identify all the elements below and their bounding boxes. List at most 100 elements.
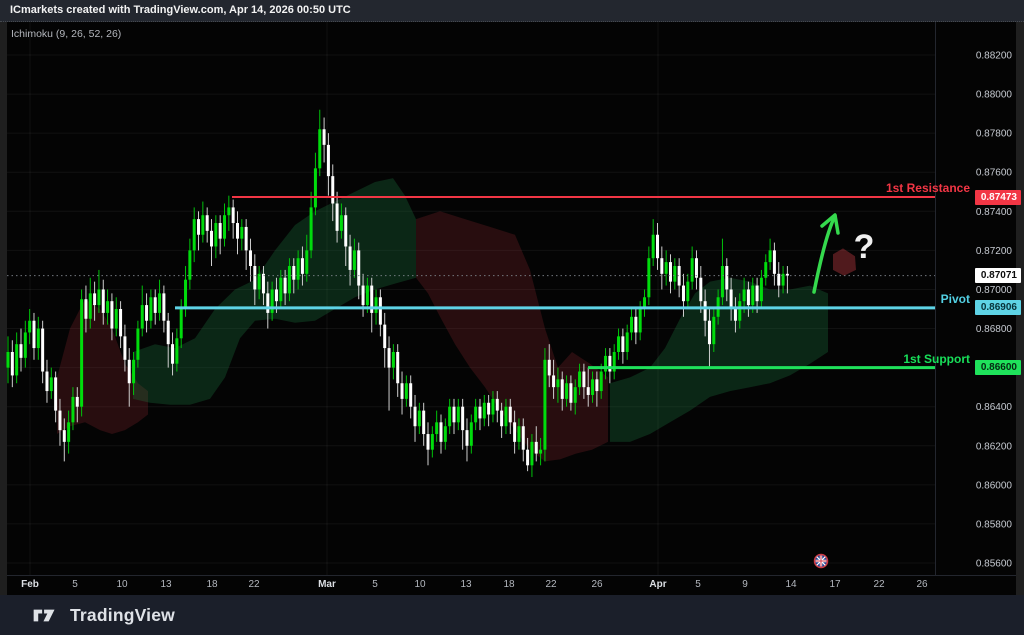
arrow-shaft	[812, 214, 837, 294]
candle-body	[746, 289, 750, 306]
candle-body	[365, 285, 369, 306]
candle-body	[560, 379, 564, 399]
candle-body	[686, 281, 690, 302]
candle-body	[158, 293, 162, 313]
support-label[interactable]: 1st Support	[903, 352, 970, 366]
candle-body	[465, 430, 469, 446]
price-tick-label: 0.86200	[976, 441, 1013, 452]
candle-body	[422, 410, 426, 435]
candle-body	[699, 277, 703, 302]
candle-body	[305, 250, 309, 274]
candle-body	[383, 324, 387, 349]
candle-body	[552, 375, 556, 388]
candle-body	[656, 234, 659, 259]
price-tick-label: 0.88000	[976, 90, 1013, 101]
candle-body	[348, 246, 352, 270]
tradingview-brand-text[interactable]: TradingView	[70, 604, 175, 625]
candle-body	[755, 285, 759, 302]
kumo-cloud-region	[57, 299, 148, 434]
candle-body	[591, 379, 595, 395]
candle-body	[504, 406, 508, 427]
candle-body	[339, 215, 343, 231]
candle-body	[261, 273, 265, 294]
time-tick-label: 22	[545, 579, 557, 590]
candle-body	[370, 285, 374, 313]
candle-body	[300, 258, 304, 274]
time-tick-label: Apr	[649, 579, 666, 590]
candle-body	[426, 434, 430, 450]
candle-body	[387, 348, 391, 368]
candle-body	[248, 250, 252, 267]
candle-body	[36, 328, 40, 349]
candle-body	[668, 262, 672, 282]
ichimoku-indicator-label[interactable]: Ichimoku (9, 26, 52, 26)	[11, 28, 122, 40]
candle-body	[764, 262, 768, 278]
candle-body	[88, 293, 92, 319]
candle-body	[218, 223, 222, 239]
time-tick-label: 26	[591, 579, 603, 590]
price-tick-label: 0.86400	[976, 402, 1013, 413]
candle-body	[396, 351, 400, 384]
candle-body	[235, 223, 239, 239]
up-arrow-drawing[interactable]	[812, 213, 840, 294]
candle-body	[49, 377, 53, 392]
candle-body	[482, 402, 486, 419]
candle-body	[595, 379, 599, 392]
candle-body	[374, 297, 378, 313]
candle-body	[210, 230, 214, 247]
chart-canvas[interactable]: 0.88200 0.88000 0.87800 0.87600 0.87400 0.872…	[0, 22, 1024, 595]
candle-body	[67, 422, 71, 442]
candle-body	[578, 371, 582, 388]
attribution-text: ICmarkets created with TradingView.com, …	[10, 4, 351, 16]
time-axis[interactable]: Feb 5 10 13 18 22 Mar 5 10 13 18 22 26 Apr 5 9 14 17 22 26	[21, 579, 928, 590]
kumo-cloud-region	[833, 248, 856, 276]
candle-body	[491, 398, 495, 415]
candle-body	[785, 273, 789, 276]
candle-body	[10, 351, 14, 376]
candle-body	[781, 273, 785, 286]
price-tick-label: 0.88200	[976, 51, 1013, 62]
last-price-tag: 0.87071	[975, 268, 1021, 283]
candle-body	[166, 320, 170, 345]
candle-body	[6, 351, 10, 368]
candle-body	[175, 338, 179, 364]
candle-body	[630, 316, 634, 333]
pivot-label[interactable]: Pivot	[940, 292, 970, 306]
candle-body	[274, 289, 278, 302]
time-tick-label: 9	[742, 579, 748, 590]
candle-body	[344, 215, 348, 247]
question-mark-annotation[interactable]: ?	[853, 228, 875, 266]
resistance-label[interactable]: 1st Resistance	[885, 181, 970, 195]
tradingview-logo-icon[interactable]	[33, 606, 63, 625]
candle-body	[114, 308, 118, 329]
candle-body	[651, 234, 655, 259]
candle-body	[452, 406, 456, 423]
time-tick-label: 14	[785, 579, 797, 590]
candle-body	[19, 344, 23, 358]
candle-body	[106, 301, 110, 313]
time-tick-label: 22	[873, 579, 885, 590]
uk-flag-event-marker[interactable]	[813, 553, 829, 569]
candle-body	[326, 144, 330, 177]
candlestick-series[interactable]	[6, 109, 789, 478]
time-tick-label: Feb	[21, 579, 39, 590]
candle-body	[197, 219, 201, 235]
candle-body	[487, 402, 491, 415]
candle-body	[673, 266, 677, 282]
candle-body	[110, 301, 114, 329]
candle-body	[80, 299, 84, 407]
candle-body	[543, 359, 547, 450]
candle-body	[707, 320, 711, 345]
candle-body	[539, 449, 543, 454]
candle-body	[474, 406, 478, 423]
candle-body	[313, 168, 317, 208]
price-tick-label: 0.85600	[976, 558, 1013, 569]
candle-body	[751, 285, 755, 306]
candle-body	[526, 449, 530, 466]
price-tick-label: 0.86000	[976, 480, 1013, 491]
candle-body	[266, 293, 270, 313]
candle-body	[439, 422, 443, 442]
candle-body	[253, 266, 257, 290]
attribution-bar: ICmarkets created with TradingView.com, …	[0, 0, 1024, 22]
pivot-price-tag: 0.86906	[975, 300, 1021, 315]
